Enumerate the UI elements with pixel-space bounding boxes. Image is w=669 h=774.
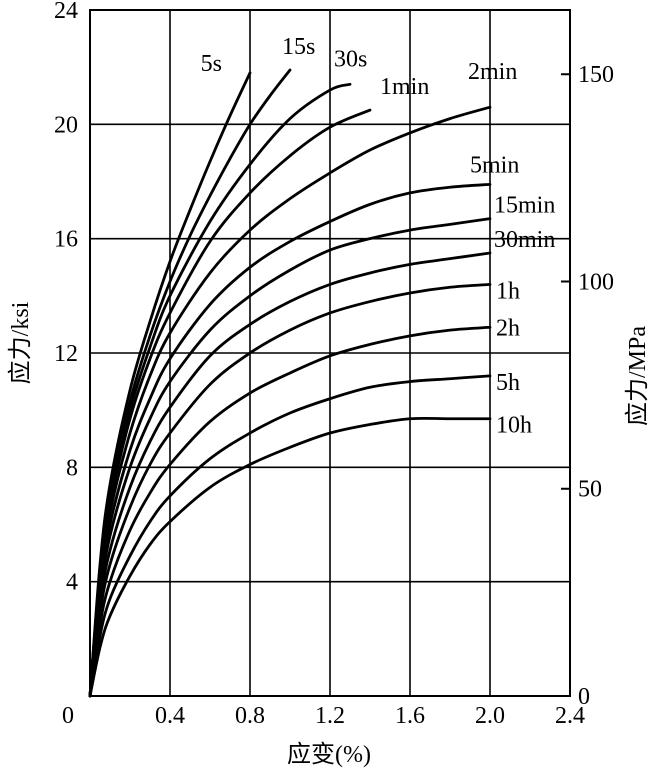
y-tick-label: 24: [54, 0, 78, 24]
curve-label-5s: 5s: [201, 51, 222, 77]
plot-frame: [89, 9, 571, 697]
right-axis-ticks: [561, 73, 570, 697]
x-axis-title: 应变(%): [287, 741, 371, 768]
x-tick-label: 0.8: [235, 703, 265, 729]
grid-lines: [90, 10, 570, 696]
curve-5h: [88, 374, 492, 698]
curve-2h: [88, 325, 492, 698]
curve-15min: [88, 217, 492, 698]
curve-labels: 5s 15s 30s 1min 2min 5min 15min 30min 1h 2h 5h 10h: [201, 34, 556, 439]
x-tick-label: 2.0: [475, 703, 505, 729]
curve-label-30s: 30s: [334, 46, 367, 72]
curves: [88, 68, 492, 698]
curve-label-10h: 10h: [496, 413, 532, 439]
right-tick-label: 150: [578, 62, 614, 88]
y-axis-title: 应力/ksi: [7, 301, 34, 384]
y-axis-tick-labels: 4 8 12 16 20 24: [54, 0, 78, 596]
right-axis-title: 应力/MPa: [624, 326, 651, 426]
curve-label-2min: 2min: [468, 59, 517, 85]
right-tick-label: 0: [578, 684, 590, 710]
x-tick-label: 0: [62, 703, 74, 729]
x-tick-label: 1.6: [395, 703, 425, 729]
right-axis-tick-labels: 0 50 100 150: [578, 62, 614, 710]
x-tick-label: 2.4: [555, 703, 585, 729]
x-axis-tick-labels: 0 0.4 0.8 1.2 1.6 2.0 2.4: [62, 703, 585, 729]
curve-label-5h: 5h: [496, 370, 520, 396]
curve-2min: [88, 105, 492, 698]
curve-label-1min: 1min: [380, 74, 429, 100]
curve-30min: [88, 251, 492, 698]
curve-10h: [88, 416, 492, 698]
x-tick-label: 0.4: [155, 703, 185, 729]
curve-label-2h: 2h: [496, 315, 520, 341]
right-tick-label: 100: [578, 269, 614, 295]
right-tick-label: 50: [578, 477, 602, 503]
y-tick-label: 16: [54, 227, 78, 253]
y-tick-label: 12: [54, 341, 78, 367]
curve-label-15min: 15min: [494, 193, 555, 219]
curve-15s: [88, 68, 292, 698]
y-tick-label: 4: [66, 570, 78, 596]
y-tick-label: 8: [66, 455, 78, 481]
curve-label-1h: 1h: [496, 278, 520, 304]
curve-label-15s: 15s: [282, 34, 315, 60]
curve-label-30min: 30min: [494, 227, 555, 253]
y-tick-label: 20: [54, 112, 78, 138]
curve-1h: [88, 283, 492, 698]
curve-label-5min: 5min: [470, 152, 519, 178]
curve-5min: [88, 182, 492, 698]
x-tick-label: 1.2: [315, 703, 345, 729]
